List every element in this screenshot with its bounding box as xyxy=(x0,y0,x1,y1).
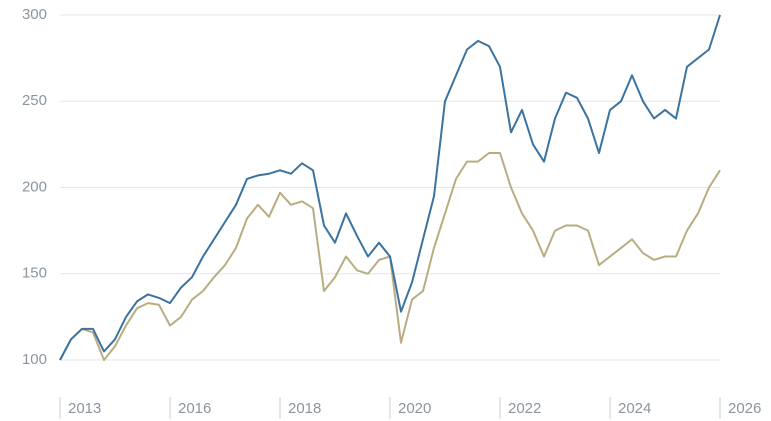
y-tick-label: 100 xyxy=(22,351,47,368)
y-tick-label: 150 xyxy=(22,265,47,282)
x-tick-label: 2016 xyxy=(178,400,211,417)
y-tick-label: 200 xyxy=(22,178,47,195)
x-tick-label: 2013 xyxy=(68,400,101,417)
y-tick-label: 300 xyxy=(22,6,47,23)
x-tick-label: 2022 xyxy=(508,400,541,417)
x-tick-label: 2026 xyxy=(728,400,761,417)
x-tick-label: 2018 xyxy=(288,400,321,417)
x-tick-label: 2020 xyxy=(398,400,431,417)
x-tick-label: 2024 xyxy=(618,400,651,417)
y-tick-label: 250 xyxy=(22,92,47,109)
series-line xyxy=(59,14,721,361)
